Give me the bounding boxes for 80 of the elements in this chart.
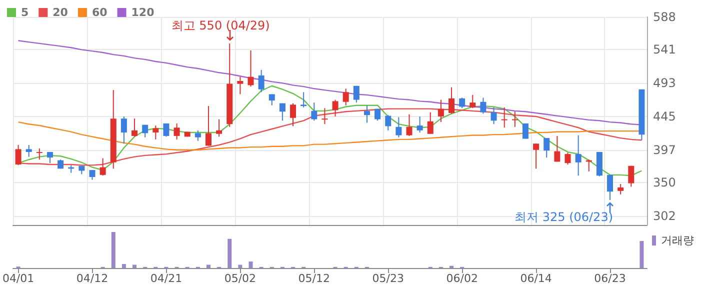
x-tick-label: 05/02 [224,272,256,285]
candlestick [152,125,159,140]
candlestick [490,106,497,125]
bar [122,264,126,268]
candlestick [480,97,486,114]
bar [238,264,242,268]
x-tick-label: 06/23 [594,272,626,285]
candlestick [618,183,624,195]
candlestick [459,97,466,109]
candlestick [512,111,518,128]
candlestick [554,135,560,162]
candlestick [174,122,180,140]
candlestick [501,106,508,128]
legend-label: 20 [52,6,68,19]
candlestick [142,124,148,138]
candlestick [36,148,42,160]
x-tick-label: 05/23 [372,272,404,285]
candlestick [575,134,582,176]
y-tick-label: 397 [653,142,676,157]
candlestick [163,122,170,138]
x-tick-label: 06/14 [520,272,552,285]
candlestick [533,143,540,170]
candlestick [194,130,201,142]
candlestick [26,144,32,158]
candlestick [332,99,338,117]
y-tick-label: 302 [653,208,676,223]
candlestick [385,114,392,131]
y-tick-label: 493 [653,76,676,90]
legend-label: 120 [131,6,155,19]
candlestick [427,112,434,134]
candlestick [342,88,349,106]
candlestick [311,102,318,122]
annotation: 최저 325 (06/23) [514,210,614,224]
candlestick [15,144,22,166]
candlestick [544,138,550,158]
x-tick-label: 06/02 [446,272,478,285]
candlestick [290,102,296,127]
candlestick [100,158,106,176]
y-tick-label: 541 [653,42,676,57]
legend-label: 거래량 [661,234,694,247]
x-tick-label: 05/12 [298,272,330,285]
candlestick [300,92,307,108]
x-tick-label: 04/21 [150,272,182,285]
candlestick [628,165,634,188]
candlestick [596,151,602,177]
candlestick [132,118,138,138]
bar [640,241,644,268]
candlestick [416,116,423,133]
legend-label: 60 [92,6,108,19]
candlestick [268,94,275,106]
x-tick-label: 04/12 [76,272,108,285]
candlestick [120,116,127,144]
bar [206,264,210,268]
x-tick-label: 04/01 [2,272,34,285]
candlestick [279,102,286,122]
candlestick [248,50,254,88]
y-tick-label: 588 [653,10,676,24]
candlestick [205,106,212,146]
bar [228,238,232,268]
candlestick [237,76,244,95]
legend-label: 5 [21,6,29,19]
candlestick [564,152,571,165]
candlestick [322,108,328,125]
candlestick [448,86,455,114]
candlestick [216,118,222,138]
candlestick [89,170,96,180]
candlestick [364,104,370,124]
bar [132,264,137,268]
annotation: 최고 550 (04/29) [171,18,270,32]
candlestick [406,114,412,136]
candlestick [396,116,402,138]
y-tick-label: 350 [653,176,676,190]
candlestick [258,69,264,93]
candlestick [438,99,444,123]
candlestick [470,94,476,109]
y-tick-label: 445 [653,109,676,124]
candlestick [607,174,614,200]
candlestick [353,85,360,104]
bar [248,262,253,268]
bar [111,232,116,268]
